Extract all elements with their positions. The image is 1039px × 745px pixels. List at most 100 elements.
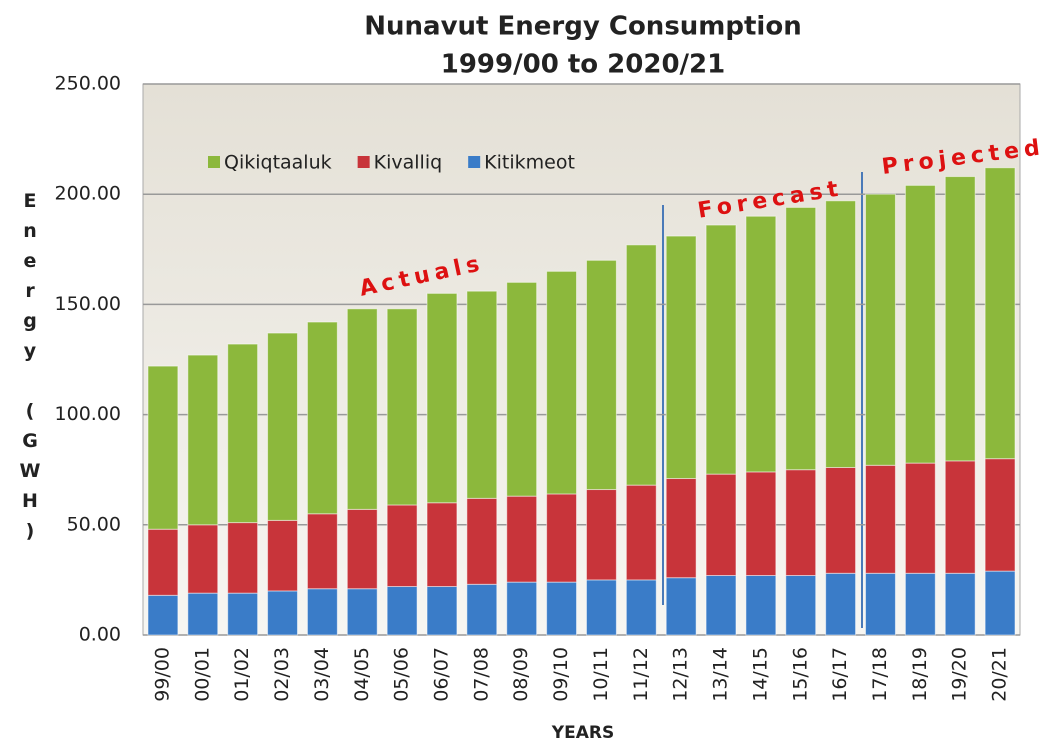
x-tick-label: 12/13 [670, 647, 692, 702]
bar-segment [705, 224, 737, 475]
bar-segment [825, 572, 857, 636]
x-tick-label: 08/09 [510, 647, 532, 702]
bar-segment [705, 473, 737, 576]
bar-segment [865, 464, 896, 574]
bar-segment [904, 572, 936, 636]
bar-segment [466, 583, 498, 636]
bar-segment [267, 590, 298, 636]
bar-segment [745, 574, 777, 636]
bar-segment [546, 581, 578, 636]
bar-segment [825, 466, 857, 574]
bar-segment [386, 504, 418, 588]
y-tick-label: 200.00 [55, 183, 121, 205]
x-tick-label: 10/11 [590, 647, 612, 702]
bar-segment [785, 469, 817, 576]
x-tick-label: 04/05 [351, 647, 373, 702]
bar-segment [346, 308, 378, 510]
bar-segment [306, 321, 338, 515]
bar-segment [306, 588, 338, 636]
bar-segment [585, 489, 617, 581]
y-tick-label: 150.00 [55, 293, 121, 315]
bar-segment [904, 184, 936, 464]
bar-segment [147, 594, 179, 636]
bar-segment [865, 193, 896, 466]
bar-segment [386, 308, 418, 506]
x-tick-label: 01/02 [231, 647, 253, 702]
x-tick-label: 99/00 [151, 647, 173, 702]
bar-segment [984, 458, 1016, 572]
bar-segment [785, 206, 817, 471]
legend-label: Kitikmeot [484, 152, 575, 174]
bar-segment [147, 528, 179, 596]
bar-segment [785, 574, 817, 636]
x-tick-label: 15/16 [789, 647, 811, 702]
bar-segment [187, 592, 219, 636]
x-tick-label: 02/03 [271, 647, 293, 702]
x-tick-label: 03/04 [311, 647, 333, 702]
bar-segment [745, 471, 777, 576]
x-tick-label: 06/07 [430, 647, 452, 702]
bar-segment [665, 577, 697, 636]
bar-segment [625, 244, 657, 486]
legend-swatch [468, 156, 481, 168]
bar-segment [825, 200, 857, 468]
bar-segment [904, 462, 936, 574]
bar-segment [585, 259, 617, 491]
legend-label: Kivalliq [374, 152, 443, 174]
x-tick-label: 20/21 [989, 647, 1011, 702]
legend-swatch [208, 156, 220, 168]
x-tick-label: 18/19 [909, 647, 931, 702]
bar-segment [984, 570, 1016, 636]
bar-segment [546, 493, 578, 583]
bar-segment [506, 281, 538, 497]
legend-label: Qikiqtaaluk [224, 152, 332, 174]
y-tick-label: 250.00 [55, 73, 121, 95]
bar-segment [625, 484, 657, 581]
legend-swatch [357, 156, 370, 168]
bar-segment [546, 270, 578, 495]
bar-segment [665, 235, 697, 480]
bar-segment [267, 332, 298, 521]
y-axis-label: Energy (GWH) [19, 190, 41, 550]
bar-segment [944, 572, 976, 636]
x-tick-label: 05/06 [391, 647, 413, 702]
bar-segment [665, 478, 697, 579]
bar-segment [426, 586, 458, 636]
bar-segment [745, 215, 777, 473]
x-tick-label: 19/20 [949, 647, 971, 702]
x-tick-label: 16/17 [829, 647, 851, 702]
bar-segment [506, 495, 538, 583]
bar-segment [227, 592, 259, 636]
chart-subtitle: 1999/00 to 2020/21 [441, 50, 725, 80]
bar-segment [426, 292, 458, 504]
bar-segment [386, 586, 418, 636]
x-tick-label: 00/01 [191, 647, 213, 702]
x-tick-label: 13/14 [710, 647, 732, 702]
bar-segment [506, 581, 538, 636]
bar-segment [944, 460, 976, 574]
x-tick-label: 14/15 [749, 647, 771, 702]
bar-segment [625, 579, 657, 636]
bar-segment [466, 497, 498, 585]
y-tick-label: 100.00 [55, 403, 121, 425]
bar-segment [944, 176, 976, 462]
bar-segment [187, 524, 219, 594]
bar-segment [705, 574, 737, 636]
bar-segment [426, 502, 458, 588]
chart-title: Nunavut Energy Consumption [364, 12, 801, 42]
y-tick-label: 0.00 [79, 624, 121, 646]
bar-segment [227, 343, 259, 524]
bar-segment [346, 588, 378, 636]
x-tick-label: 07/08 [470, 647, 492, 702]
bar-segment [267, 519, 298, 592]
bar-segment [585, 579, 617, 636]
bar-segment [147, 365, 179, 530]
bar-segment [865, 572, 896, 636]
y-tick-label: 50.00 [67, 513, 121, 535]
x-axis-label: YEARS [551, 723, 614, 743]
bar-segment [466, 290, 498, 499]
bar-segment [187, 354, 219, 526]
x-tick-label: 17/18 [869, 647, 891, 702]
bar-segment [306, 513, 338, 590]
